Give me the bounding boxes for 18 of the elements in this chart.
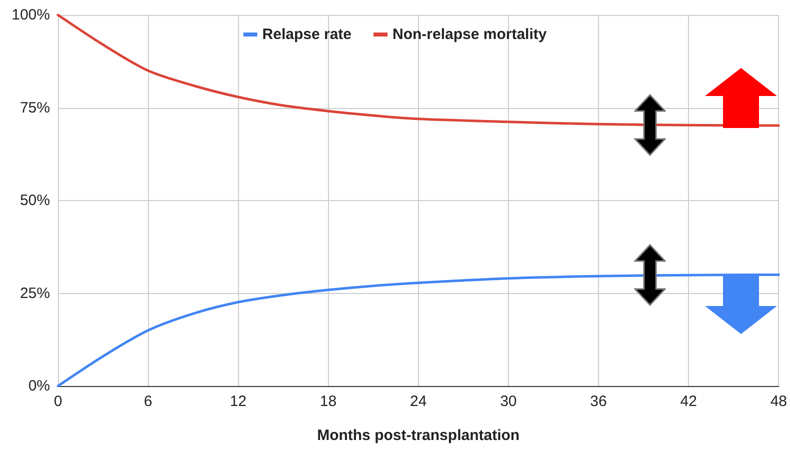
y-tick-label: 50% [20, 192, 50, 209]
x-tick-label: 48 [770, 393, 787, 410]
x-axis-title: Months post-transplantation [317, 427, 520, 444]
x-tick-label: 18 [320, 393, 337, 410]
y-tick-label: 100% [12, 6, 50, 24]
legend-label: Relapse rate [262, 26, 352, 43]
x-tick-label: 36 [590, 393, 607, 410]
x-tick-label: 12 [230, 393, 247, 410]
line-series [56, 273, 780, 388]
legend-label: Non-relapse mortality [392, 26, 548, 43]
y-tick-label: 25% [20, 284, 50, 302]
y-tick-label: 75% [20, 99, 50, 116]
x-tick-label: 24 [410, 393, 427, 410]
x-tick-label: 6 [144, 393, 152, 410]
y-tick-label: 0% [28, 378, 50, 394]
x-tick-label: 30 [500, 393, 517, 410]
x-tick-label: 42 [680, 393, 697, 410]
x-tick-label: 0 [54, 393, 62, 410]
